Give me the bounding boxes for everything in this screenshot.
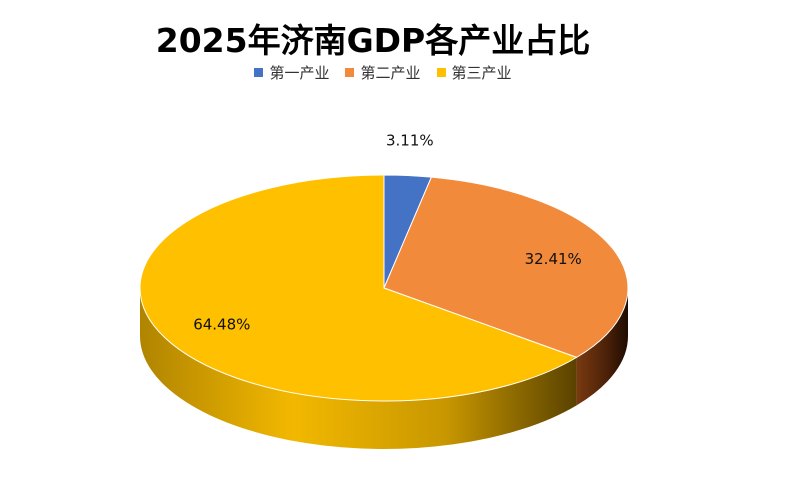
legend-swatch-secondary <box>345 68 355 77</box>
pie-side-secondary <box>576 288 628 406</box>
legend-label-primary: 第一产业 <box>269 64 330 82</box>
legend-label-secondary: 第二产业 <box>360 64 421 82</box>
data-label-tertiary: 64.48% <box>193 316 250 334</box>
pie-sides <box>140 288 628 449</box>
legend-swatch-tertiary <box>436 68 446 77</box>
data-label-secondary: 32.41% <box>525 250 582 268</box>
legend-item-tertiary: 第三产业 <box>436 62 512 83</box>
pie-tops <box>139 174 629 402</box>
legend-item-primary: 第一产业 <box>254 62 329 83</box>
legend-label-tertiary: 第三产业 <box>451 64 512 82</box>
chart-legend: 第一产业 第二产业 第三产业 <box>0 62 766 83</box>
pie-labels: 3.11% 32.41% 64.48% <box>193 132 582 334</box>
legend-item-secondary: 第二产业 <box>345 62 421 83</box>
data-label-primary: 3.11% <box>386 132 434 150</box>
legend-swatch-primary <box>254 68 264 77</box>
pie-slice-tertiary <box>139 174 578 402</box>
chart-title: 2025年济南GDP各产业占比 <box>155 21 591 60</box>
pie-side-tertiary <box>140 288 577 449</box>
pie-slice-secondary <box>383 176 629 358</box>
